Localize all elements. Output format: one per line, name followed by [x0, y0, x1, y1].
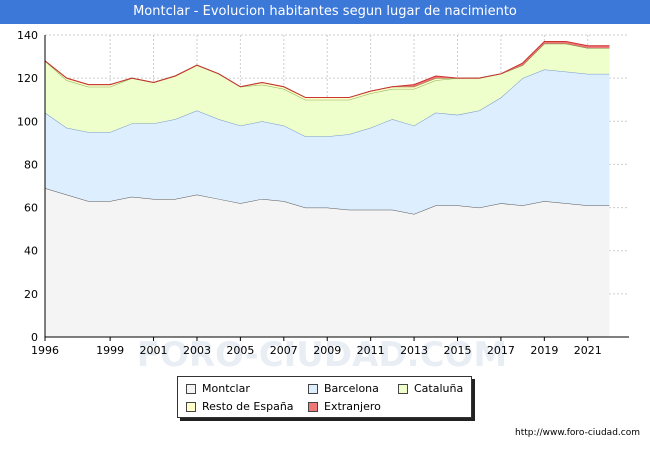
- x-tick-label: 2019: [530, 344, 558, 357]
- legend-swatch: [186, 383, 196, 394]
- legend: Montclar Barcelona Cataluña Resto de Esp…: [177, 376, 472, 418]
- legend-label: Cataluña: [414, 382, 464, 395]
- legend-label: Barcelona: [324, 382, 379, 395]
- x-tick-label: 2017: [487, 344, 515, 357]
- legend-item-barcelona: Barcelona: [308, 382, 379, 395]
- axes: 0 20 40 60 80 100 120 140 1996 1999 2001 2003 2005 20…: [17, 29, 629, 357]
- chart-title: Montclar - Evolucion habitantes segun lu…: [0, 0, 650, 24]
- legend-label: Extranjero: [324, 400, 381, 413]
- legend-label: Resto de España: [202, 400, 294, 413]
- legend-item-extranjero: Extranjero: [308, 400, 381, 413]
- legend-item-cataluna: Cataluña: [398, 382, 463, 395]
- legend-item-resto-espana: Resto de España: [186, 400, 294, 413]
- x-tick-label: 2011: [357, 344, 385, 357]
- y-tick-label: 20: [24, 288, 38, 301]
- y-tick-label: 60: [24, 202, 38, 215]
- x-tick-label: 2003: [183, 344, 211, 357]
- x-tick-label: 2015: [443, 344, 471, 357]
- area-barcelona: [45, 69, 610, 215]
- x-tick-label: 2013: [400, 344, 428, 357]
- x-tick-label: 1996: [31, 344, 59, 357]
- stacked-areas: [44, 40, 610, 337]
- footer-url: http://www.foro-ciudad.com: [515, 428, 640, 438]
- watermark: FORO-CIUDAD.COM: [137, 335, 508, 375]
- x-tick-label: 2005: [226, 344, 254, 357]
- legend-item-montclar: Montclar: [186, 382, 250, 395]
- area-catalu-a: [45, 43, 610, 137]
- y-tick-label: 0: [31, 331, 38, 344]
- x-tick-label: 2021: [574, 344, 602, 357]
- x-tick-label: 2007: [270, 344, 298, 357]
- y-tick-label: 100: [17, 115, 38, 128]
- legend-swatch: [308, 401, 318, 412]
- x-tick-label: 2001: [140, 344, 168, 357]
- y-tick-label: 120: [17, 72, 38, 85]
- y-tick-label: 80: [24, 158, 38, 171]
- legend-swatch: [308, 383, 318, 394]
- legend-swatch: [186, 401, 196, 412]
- y-tick-label: 140: [17, 29, 38, 42]
- legend-label: Montclar: [202, 382, 250, 395]
- x-tick-label: 2009: [313, 344, 341, 357]
- legend-swatch: [398, 383, 408, 394]
- area-montclar: [45, 188, 610, 337]
- y-tick-label: 40: [24, 245, 38, 258]
- x-tick-label: 1999: [96, 344, 124, 357]
- line-extranjero: [44, 40, 610, 99]
